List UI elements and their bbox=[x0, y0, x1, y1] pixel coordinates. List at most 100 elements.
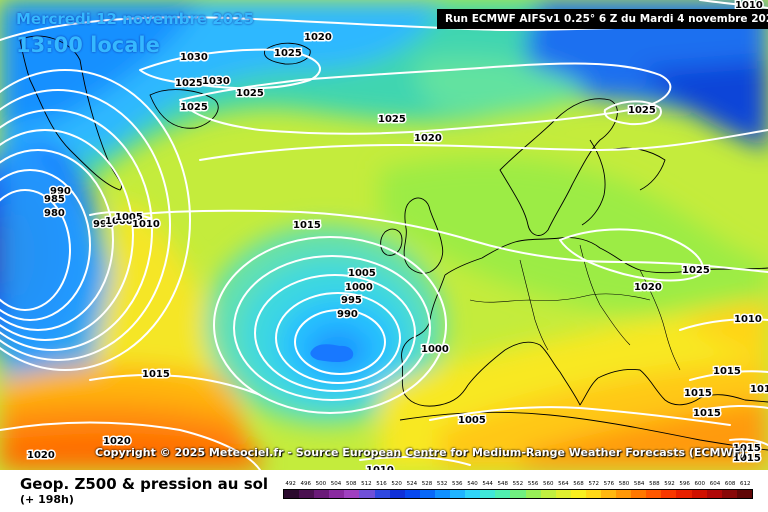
isobar-1025-arc bbox=[179, 62, 672, 135]
model-run-info: Run ECMWF AIFSv1 0.25° 6 Z du Mardi 4 no… bbox=[437, 9, 768, 29]
scale-swatch bbox=[600, 490, 617, 498]
scale-tick-label: 552 bbox=[512, 481, 524, 487]
isobar-label: 1025 bbox=[180, 102, 208, 113]
isobar-label: 1030 bbox=[180, 52, 208, 63]
isobar-label: 1005 bbox=[458, 415, 486, 426]
isobar-label: 990 bbox=[337, 309, 358, 320]
scale-swatch bbox=[344, 490, 360, 498]
scale-tick-label: 500 bbox=[315, 481, 327, 487]
isobar-985 bbox=[0, 169, 91, 321]
isobar-label: 1015 bbox=[713, 366, 741, 377]
isobar-1015-east2 bbox=[689, 370, 768, 381]
scale-tick-label: 540 bbox=[467, 481, 478, 487]
isobar-1015-south bbox=[89, 374, 261, 396]
isobar-1010-ne bbox=[699, 0, 768, 9]
scale-swatch bbox=[329, 490, 345, 498]
scale-tick-label: 532 bbox=[436, 481, 448, 487]
isobar-label: 1030 bbox=[202, 76, 230, 87]
isobar-1015-east bbox=[679, 318, 768, 331]
scale-swatch bbox=[540, 490, 556, 498]
scale-tick-label: 600 bbox=[694, 481, 706, 487]
scale-swatch bbox=[525, 490, 541, 498]
scale-swatch bbox=[284, 490, 300, 498]
scale-tick-label: 580 bbox=[618, 481, 630, 487]
scale-tick-label: 504 bbox=[330, 481, 342, 487]
isobar-label: 1005 bbox=[115, 212, 143, 223]
isobar-label: 1015 bbox=[693, 408, 721, 419]
iceland-coast bbox=[264, 42, 311, 65]
scale-tick-label: 524 bbox=[406, 481, 418, 487]
isobar-995-atl bbox=[275, 292, 401, 384]
scale-tick-label: 596 bbox=[679, 481, 690, 487]
isobar-label: 1025 bbox=[628, 105, 656, 116]
scale-swatch bbox=[465, 490, 481, 498]
isobar-990-atl bbox=[294, 309, 386, 375]
scale-tick-label: 572 bbox=[588, 481, 599, 487]
isobar-label: 1025 bbox=[236, 88, 264, 99]
isobar-label: 1020 bbox=[304, 32, 332, 43]
isobar-label: 995 bbox=[341, 295, 362, 306]
greenland-coast bbox=[19, 35, 123, 191]
country-borders-3 bbox=[579, 244, 631, 346]
color-scale-labels: 492 496 500 504 508 512 516 520 524 528 532 536 540 5… bbox=[283, 480, 753, 489]
scale-tick-label: 544 bbox=[482, 481, 493, 487]
isobar-label: 1005 bbox=[348, 268, 376, 279]
isobar-1010-atl bbox=[213, 236, 447, 414]
scale-tick-label: 588 bbox=[649, 481, 660, 487]
country-borders-2 bbox=[519, 259, 549, 351]
coastlines bbox=[19, 35, 768, 451]
isobar-label: 1020 bbox=[634, 282, 662, 293]
isobar-label: 985 bbox=[44, 194, 65, 205]
scale-tick-label: 496 bbox=[300, 481, 311, 487]
scale-tick-label: 520 bbox=[391, 481, 402, 487]
isobar-label: 1015 bbox=[733, 443, 761, 454]
north-europe-coast bbox=[444, 237, 768, 276]
isobar-1015-east3 bbox=[699, 404, 768, 411]
isobar-label: 1025 bbox=[682, 265, 710, 276]
isobar-label: 1020 bbox=[27, 450, 55, 461]
country-borders-4 bbox=[639, 269, 681, 371]
scale-tick-label: 584 bbox=[633, 481, 645, 487]
scale-tick-label: 512 bbox=[361, 481, 372, 487]
scale-tick-label: 560 bbox=[542, 481, 554, 487]
scale-swatch bbox=[616, 490, 632, 498]
legend-subtitle: (+ 198h) bbox=[20, 493, 74, 506]
isobar-label: 1020 bbox=[414, 133, 442, 144]
isobar-label: 995 bbox=[93, 219, 114, 230]
scale-tick-label: 492 bbox=[285, 481, 296, 487]
isobar-label: 1025 bbox=[274, 48, 302, 59]
scale-swatch bbox=[359, 490, 375, 498]
isobar-label: 1015 bbox=[293, 220, 321, 231]
isobar-990 bbox=[0, 149, 114, 331]
height-field bbox=[0, 0, 768, 470]
color-scale-bar bbox=[283, 489, 753, 499]
scale-swatch bbox=[434, 490, 451, 498]
isobar-1010-wl bbox=[89, 211, 151, 219]
scale-swatch bbox=[510, 490, 526, 498]
greenland-east-coast bbox=[149, 89, 219, 129]
isobar-label: 1020 bbox=[103, 436, 131, 447]
isobar-995 bbox=[0, 129, 134, 341]
scale-swatch bbox=[691, 490, 707, 498]
scale-swatch bbox=[661, 490, 677, 498]
scale-swatch bbox=[374, 490, 390, 498]
scale-swatch bbox=[450, 490, 466, 498]
scale-swatch bbox=[676, 490, 692, 498]
scale-swatch bbox=[646, 490, 662, 498]
scale-tick-label: 556 bbox=[527, 481, 539, 487]
scale-tick-label: 536 bbox=[452, 481, 463, 487]
scale-tick-label: 548 bbox=[497, 481, 509, 487]
isobar-label: 1025 bbox=[378, 114, 406, 125]
isobar-1015-med bbox=[429, 406, 731, 426]
forecast-date: Mercredi 12 novembre 2025 bbox=[16, 10, 255, 28]
scale-swatch bbox=[495, 490, 511, 498]
isobar-1020-south bbox=[0, 421, 261, 470]
color-scale: 492 496 500 504 508 512 516 520 524 528 532 536 540 5… bbox=[283, 480, 753, 499]
country-borders bbox=[469, 293, 651, 303]
isobar-1015-east4 bbox=[729, 438, 768, 446]
italy-coast bbox=[467, 341, 599, 406]
isobar-1010 bbox=[0, 69, 191, 371]
isobar-label: 1010 bbox=[734, 314, 762, 325]
scale-swatch bbox=[404, 490, 420, 498]
